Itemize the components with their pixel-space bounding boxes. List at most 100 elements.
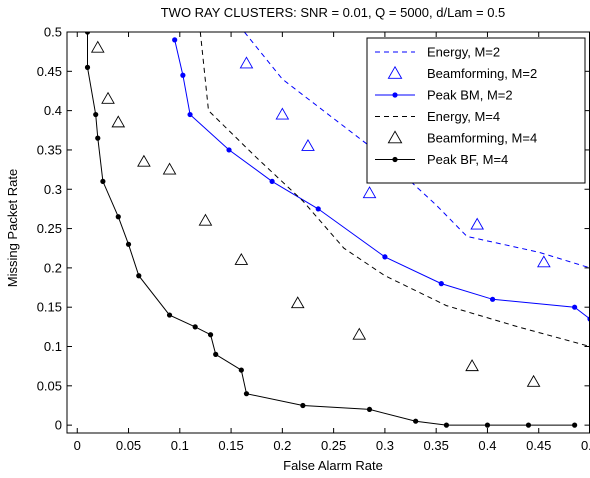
data-point — [382, 254, 388, 260]
data-point — [238, 367, 244, 373]
data-point — [166, 312, 173, 318]
x-tick-label: 0.2 — [273, 438, 291, 453]
legend-marker — [387, 130, 403, 144]
legend: Energy, M=2 Beamforming, M=2 Peak BM, M=2 E… — [366, 37, 586, 184]
plot-area — [84, 32, 590, 428]
data-point — [100, 178, 106, 184]
legend-label: Energy, M=4 — [427, 109, 500, 124]
data-point — [537, 255, 551, 268]
data-point — [526, 374, 541, 387]
data-point — [275, 107, 290, 120]
data-point — [366, 406, 373, 413]
series-line — [199, 32, 590, 347]
data-point — [572, 304, 578, 310]
data-point — [213, 351, 219, 357]
data-point — [101, 91, 115, 104]
data-point — [301, 138, 315, 151]
y-tick-label: 0.35 — [37, 142, 62, 157]
data-point — [172, 37, 178, 43]
x-axis-label: False Alarm Rate — [283, 458, 383, 473]
y-tick-label: 0.5 — [44, 25, 62, 40]
y-tick-label: 0.1 — [44, 339, 62, 354]
data-point — [95, 135, 101, 141]
legend-entry: Energy, M=4 — [375, 109, 500, 124]
series-4 — [90, 40, 541, 387]
data-point — [115, 214, 121, 220]
data-point — [315, 206, 321, 212]
data-point — [362, 186, 377, 199]
y-tick-label: 0.05 — [37, 378, 62, 393]
legend-label: Energy, M=2 — [427, 45, 500, 60]
data-point — [352, 327, 367, 340]
data-point — [269, 178, 275, 184]
x-tick-label: 0.45 — [526, 438, 551, 453]
y-axis-label: Missing Packet Rate — [5, 169, 20, 288]
y-tick-label: 0.25 — [37, 221, 62, 236]
x-tick-label: 0 — [74, 438, 81, 453]
data-point — [192, 324, 198, 330]
data-point — [125, 241, 132, 247]
data-point — [465, 359, 479, 372]
data-point — [525, 422, 532, 428]
legend-marker — [392, 92, 398, 98]
x-tick-label: 0.1 — [171, 438, 189, 453]
data-point — [187, 111, 193, 118]
legend-entry: Energy, M=2 — [375, 45, 500, 60]
series-3 — [199, 32, 590, 347]
data-point — [243, 391, 250, 397]
data-point — [443, 422, 450, 428]
data-point — [137, 154, 151, 167]
data-point — [180, 72, 186, 78]
data-point — [572, 422, 578, 428]
x-tick-label: 0.5 — [581, 438, 590, 453]
data-point — [226, 147, 232, 153]
series-0 — [244, 32, 590, 269]
data-point — [84, 64, 91, 70]
data-point — [290, 296, 305, 309]
legend-marker — [387, 65, 403, 79]
data-point — [489, 296, 496, 302]
legend-label: Beamforming, M=4 — [427, 131, 537, 146]
x-tick-label: 0.4 — [478, 438, 496, 453]
chart-title: TWO RAY CLUSTERS: SNR = 0.01, Q = 5000, … — [161, 5, 506, 20]
legend-label: Beamforming, M=2 — [427, 66, 537, 81]
data-point — [198, 213, 213, 226]
data-point — [470, 217, 485, 230]
x-tick-label: 0.25 — [321, 438, 346, 453]
series-2 — [172, 37, 590, 322]
legend-label: Peak BF, M=4 — [427, 152, 508, 167]
data-point — [162, 162, 177, 175]
x-tick-label: 0.05 — [116, 438, 141, 453]
y-tick-label: 0.45 — [37, 64, 62, 79]
x-tick-label: 0.15 — [218, 438, 243, 453]
y-tick-label: 0.3 — [44, 182, 62, 197]
data-point — [84, 32, 91, 35]
x-tick-label: 0.3 — [376, 438, 394, 453]
legend-entry: Beamforming, M=4 — [387, 130, 537, 146]
series-1 — [239, 56, 551, 268]
series-5 — [84, 32, 578, 428]
data-point — [239, 56, 254, 69]
y-tick-label: 0.2 — [44, 260, 62, 275]
x-tick-label: 0.35 — [424, 438, 449, 453]
data-point — [413, 418, 419, 424]
legend-entry: Peak BM, M=2 — [375, 88, 513, 103]
legend-marker — [392, 156, 398, 163]
y-tick-label: 0 — [55, 418, 62, 433]
y-tick-label: 0.15 — [37, 300, 62, 315]
data-point — [111, 115, 126, 128]
data-point — [90, 40, 105, 53]
data-point — [207, 332, 214, 338]
legend-label: Peak BM, M=2 — [427, 88, 513, 103]
legend-box — [366, 37, 586, 184]
data-point — [136, 273, 142, 279]
series-line — [244, 32, 590, 269]
data-point — [438, 281, 444, 287]
data-point — [234, 252, 249, 265]
legend-entry: Beamforming, M=2 — [387, 65, 537, 81]
data-point — [93, 111, 99, 118]
legend-entry: Peak BF, M=4 — [375, 152, 508, 167]
data-point — [484, 422, 491, 428]
data-point — [300, 402, 306, 409]
